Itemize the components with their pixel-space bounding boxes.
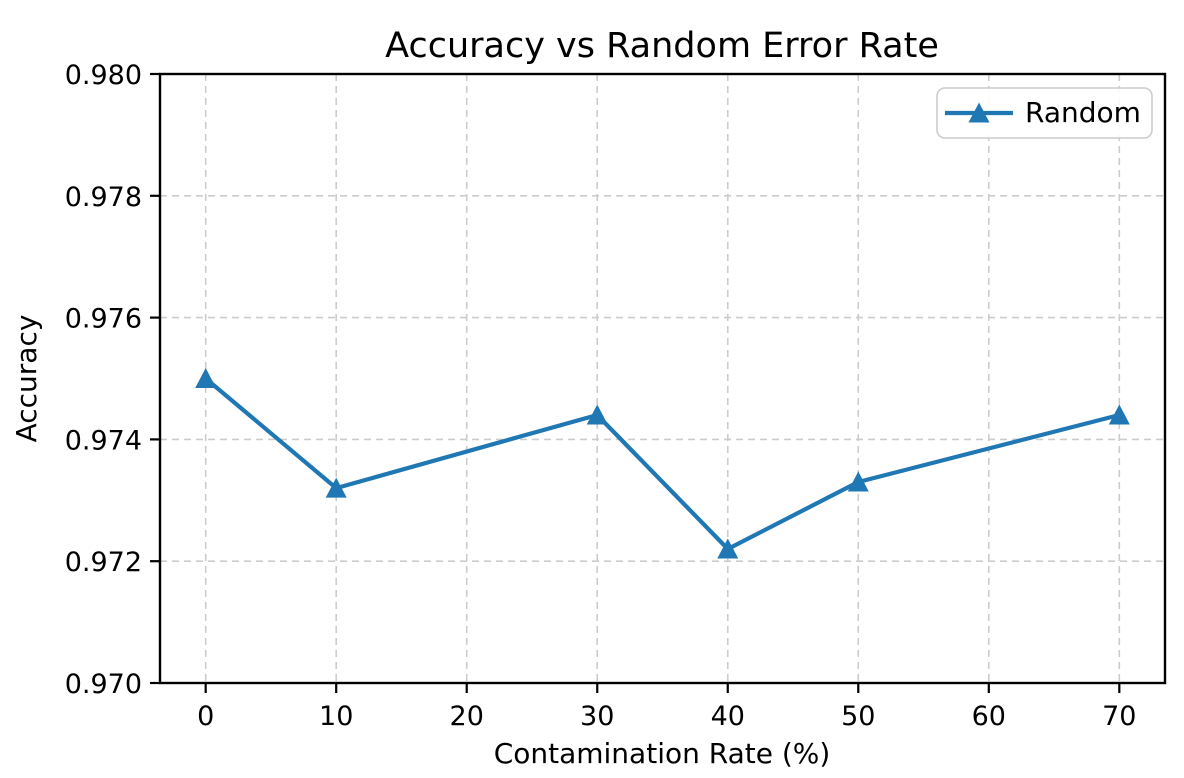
data-point-marker bbox=[325, 477, 347, 498]
legend: Random bbox=[936, 87, 1153, 139]
series-random bbox=[195, 368, 1130, 559]
chart-title: Accuracy vs Random Error Rate bbox=[385, 26, 939, 66]
x-tick-label: 0 bbox=[197, 701, 214, 732]
data-point-marker bbox=[586, 404, 608, 425]
y-tick-label: 0.974 bbox=[65, 425, 142, 456]
axis-ticks bbox=[150, 72, 1121, 693]
data-point-marker bbox=[847, 471, 869, 492]
y-tick-label: 0.970 bbox=[65, 669, 142, 700]
data-point-marker bbox=[195, 368, 217, 388]
x-tick-label: 70 bbox=[1102, 701, 1136, 732]
x-tick-label: 10 bbox=[319, 701, 353, 732]
y-axis-label: Accuracy bbox=[10, 315, 43, 443]
y-tick-label: 0.976 bbox=[65, 304, 142, 335]
x-tick-label: 50 bbox=[841, 701, 875, 732]
plot-border bbox=[158, 72, 1167, 685]
y-tick-label: 0.972 bbox=[65, 547, 142, 578]
y-tick-label: 0.980 bbox=[65, 60, 142, 91]
legend-label: Random bbox=[1025, 96, 1141, 129]
x-tick-label: 60 bbox=[972, 701, 1006, 732]
series-line-random bbox=[203, 376, 1122, 552]
x-tick-label: 40 bbox=[711, 701, 745, 732]
x-tick-label: 20 bbox=[450, 701, 484, 732]
y-tick-label: 0.978 bbox=[65, 182, 142, 213]
legend-box bbox=[936, 87, 1153, 139]
data-point-marker bbox=[717, 538, 739, 559]
axis-tick-labels: 0 10 20 30 40 50 60 70 0.970 0.972 0.974 0.976 0.978… bbox=[65, 60, 1137, 732]
data-point-marker bbox=[1108, 404, 1130, 425]
x-axis-label: Contamination Rate (%) bbox=[494, 737, 831, 770]
triangle-up-icon bbox=[968, 102, 990, 123]
gridlines bbox=[160, 73, 1165, 684]
x-tick-label: 30 bbox=[580, 701, 614, 732]
